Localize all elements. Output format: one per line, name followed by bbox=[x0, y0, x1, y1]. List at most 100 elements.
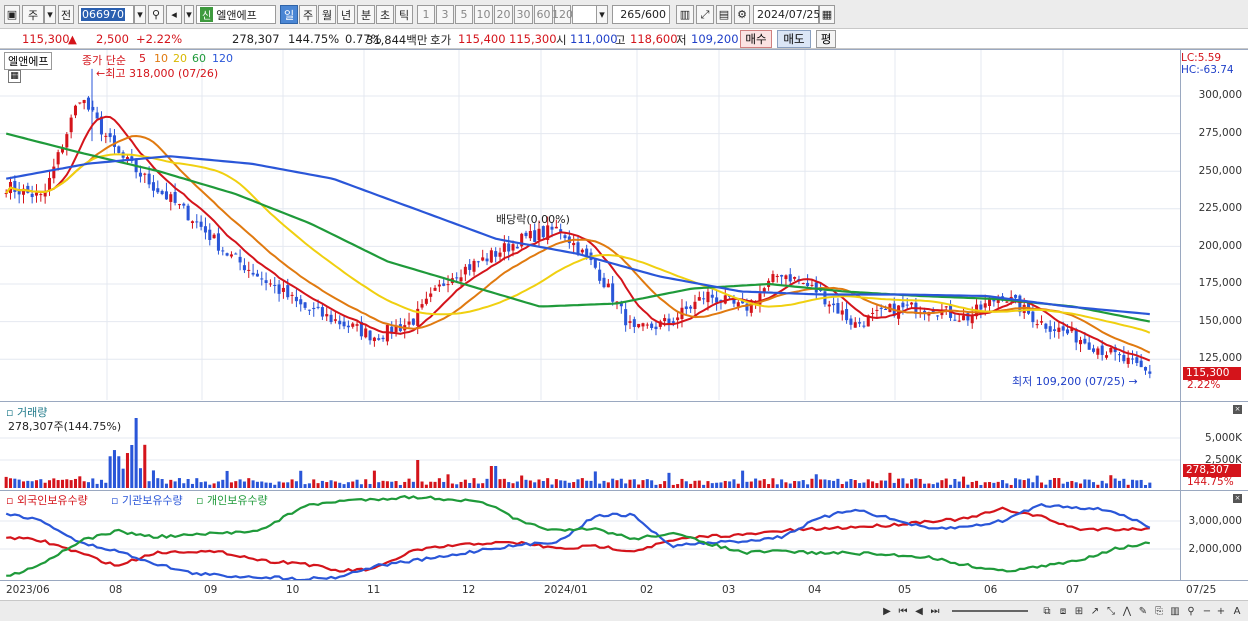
volume-bar bbox=[1009, 484, 1013, 488]
chevron-down-icon[interactable]: ▾ bbox=[44, 5, 56, 24]
close-icon[interactable]: × bbox=[1233, 405, 1242, 414]
volume-bar bbox=[680, 478, 684, 488]
volume-bar bbox=[1130, 479, 1135, 488]
save-icon[interactable]: ▤ bbox=[716, 5, 732, 24]
volume-bar bbox=[416, 460, 420, 488]
volume-bar bbox=[1079, 483, 1083, 488]
candle-body bbox=[515, 246, 519, 249]
candle-body bbox=[840, 310, 844, 315]
candle-body bbox=[372, 337, 376, 342]
interval-30[interactable]: 30 bbox=[514, 5, 533, 24]
date-field[interactable]: 2024/07/25 bbox=[753, 5, 820, 24]
scroll-right-icon[interactable]: ▶ bbox=[883, 605, 891, 617]
chevron-down-icon[interactable]: ▾ bbox=[184, 5, 194, 24]
window-icon[interactable]: ▣ bbox=[4, 5, 20, 24]
prev-icon[interactable]: ◀ bbox=[915, 605, 923, 617]
first-page-icon[interactable]: ⏮ bbox=[898, 605, 908, 617]
candle-icon[interactable]: ▥ bbox=[676, 5, 694, 24]
stock-name-field[interactable]: 신 엘앤에프 bbox=[196, 5, 276, 24]
buy-button[interactable]: 매수 bbox=[740, 30, 772, 48]
grid-icon[interactable]: ⊞ bbox=[1074, 605, 1084, 617]
candle-body bbox=[1130, 358, 1135, 360]
volume-bar bbox=[398, 484, 402, 488]
last-page-icon[interactable]: ⏭ bbox=[930, 605, 940, 617]
interval-20[interactable]: 20 bbox=[494, 5, 513, 24]
volume-chart[interactable] bbox=[0, 402, 1180, 490]
split-icon[interactable]: ⧉ bbox=[1043, 605, 1051, 617]
volume-bar bbox=[368, 483, 372, 488]
zoom-slider[interactable] bbox=[950, 604, 1030, 618]
period-day[interactable]: 일 bbox=[280, 5, 298, 24]
interval-3[interactable]: 3 bbox=[436, 5, 454, 24]
sell-button[interactable]: 매도 bbox=[777, 30, 811, 48]
low-label: 저 bbox=[676, 33, 687, 47]
volume-bar bbox=[91, 478, 95, 488]
draw-icon[interactable]: ✎ bbox=[1138, 605, 1148, 617]
candle-body bbox=[73, 105, 77, 116]
volume-bar bbox=[134, 418, 138, 488]
count-field[interactable]: 265/600 bbox=[612, 5, 670, 24]
period-week[interactable]: 주 bbox=[299, 5, 317, 24]
volume-bar bbox=[78, 476, 82, 488]
candle-body bbox=[138, 172, 142, 177]
zoom-in-icon[interactable]: + bbox=[1216, 605, 1226, 617]
search-icon[interactable]: ⚲ bbox=[1187, 605, 1195, 617]
period-minute[interactable]: 분 bbox=[357, 5, 375, 24]
candle-body bbox=[645, 324, 649, 326]
candle-body bbox=[342, 321, 346, 327]
code-input[interactable]: 066970 bbox=[78, 5, 134, 24]
period-second[interactable]: 초 bbox=[376, 5, 394, 24]
chevron-down-icon[interactable]: ▾ bbox=[134, 5, 146, 24]
volume-bar bbox=[970, 481, 974, 488]
y-label: 300,000 bbox=[1198, 89, 1242, 101]
volume-bar bbox=[550, 484, 554, 488]
candle-body bbox=[1122, 355, 1126, 362]
volume-bar bbox=[676, 484, 680, 488]
volume-bar bbox=[1066, 481, 1070, 488]
table-icon[interactable]: ▦ bbox=[8, 70, 21, 83]
candle-body bbox=[229, 254, 233, 257]
interval-120[interactable]: 120 bbox=[552, 5, 573, 24]
candle-body bbox=[1126, 357, 1130, 364]
zoom-out-icon[interactable]: − bbox=[1202, 605, 1212, 617]
candle-body bbox=[546, 225, 550, 240]
period-year[interactable]: 년 bbox=[337, 5, 355, 24]
font-icon[interactable]: A bbox=[1233, 605, 1241, 617]
volume-bar bbox=[338, 482, 342, 488]
volume-bar bbox=[563, 480, 567, 488]
candle-body bbox=[758, 293, 762, 305]
trend-icon[interactable]: ↗ bbox=[1090, 605, 1100, 617]
copy-icon[interactable]: ⎘ bbox=[1155, 605, 1163, 617]
speaker-icon[interactable]: ◂ bbox=[166, 5, 182, 24]
pattern-icon[interactable]: ⋀ bbox=[1122, 605, 1132, 617]
volume-bar bbox=[182, 483, 186, 488]
candle-body bbox=[563, 235, 567, 239]
search-icon[interactable]: ⚲ bbox=[148, 5, 164, 24]
interval-1[interactable]: 1 bbox=[417, 5, 435, 24]
period-tick[interactable]: 틱 bbox=[395, 5, 413, 24]
calendar-icon[interactable]: ▦ bbox=[819, 5, 835, 24]
measure-icon[interactable]: ⤡ bbox=[1107, 605, 1115, 617]
market-select[interactable]: 주 bbox=[22, 5, 44, 24]
chart-icon[interactable]: ▥ bbox=[1170, 605, 1180, 617]
layout-icon[interactable]: ⧈ bbox=[1059, 605, 1067, 617]
last-pct: 2.22% bbox=[1187, 379, 1221, 391]
volume-bar bbox=[125, 453, 129, 488]
type-select[interactable]: 전 bbox=[58, 5, 74, 24]
holding-chart[interactable] bbox=[0, 491, 1180, 580]
price-chart[interactable] bbox=[0, 50, 1180, 400]
volume-bar bbox=[173, 481, 177, 488]
close-icon[interactable]: × bbox=[1233, 494, 1242, 503]
volume-bar bbox=[996, 481, 1000, 488]
interval-5[interactable]: 5 bbox=[455, 5, 473, 24]
volume-bar bbox=[637, 484, 641, 488]
eval-button[interactable]: 평 bbox=[816, 30, 836, 48]
interval-10[interactable]: 10 bbox=[474, 5, 493, 24]
volume-bar bbox=[1092, 482, 1096, 488]
volume-bar bbox=[251, 480, 255, 488]
period-month[interactable]: 월 bbox=[318, 5, 336, 24]
gear-icon[interactable]: ⚙ bbox=[734, 5, 750, 24]
draw-icon[interactable]: ⤢ bbox=[696, 5, 714, 24]
interval-60[interactable]: 60 bbox=[534, 5, 553, 24]
chevron-down-icon[interactable]: ▾ bbox=[596, 5, 608, 24]
